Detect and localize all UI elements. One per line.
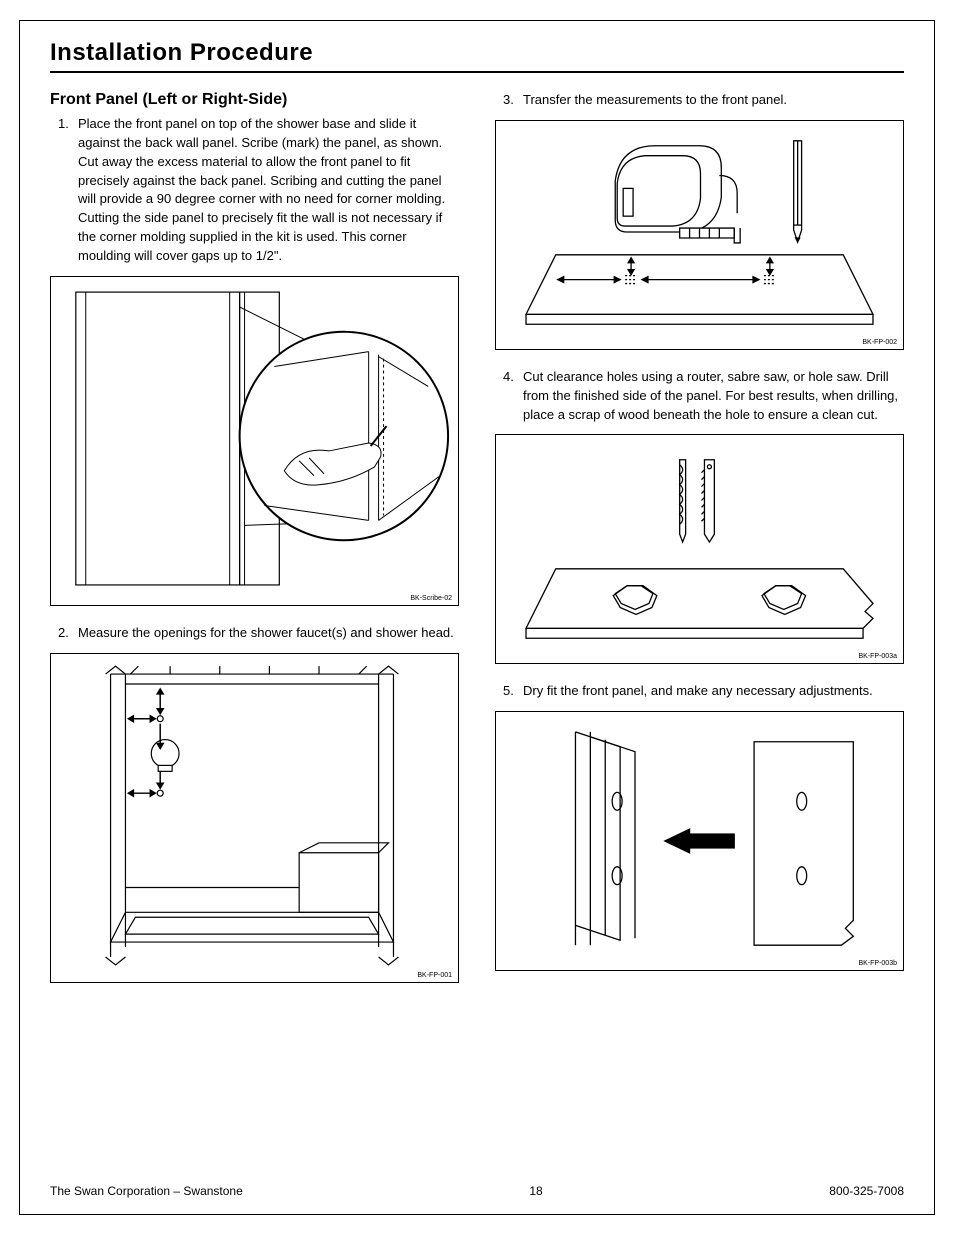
step-2: 2. Measure the openings for the shower f… xyxy=(50,624,459,643)
figure-measure-openings: BK-FP-001 xyxy=(50,653,459,983)
figure-scribe: BK-Scribe-02 xyxy=(50,276,459,606)
figure-label: BK-FP-003b xyxy=(858,960,897,967)
scribe-icon xyxy=(51,277,458,605)
step-text: Place the front panel on top of the show… xyxy=(78,115,459,266)
figure-label: BK-FP-003a xyxy=(858,653,897,660)
step-number: 3. xyxy=(495,91,523,110)
step-text: Cut clearance holes using a router, sabr… xyxy=(523,368,904,425)
step-5: 5. Dry fit the front panel, and make any… xyxy=(495,682,904,701)
step-number: 2. xyxy=(50,624,78,643)
right-column: 3. Transfer the measurements to the fron… xyxy=(495,91,904,1001)
footer-page-number: 18 xyxy=(529,1184,542,1198)
step-3: 3. Transfer the measurements to the fron… xyxy=(495,91,904,110)
step-number: 5. xyxy=(495,682,523,701)
step-text: Transfer the measurements to the front p… xyxy=(523,91,904,110)
figure-label: BK-FP-001 xyxy=(417,972,452,979)
step-1: 1. Place the front panel on top of the s… xyxy=(50,115,459,266)
footer-company: The Swan Corporation – Swanstone xyxy=(50,1184,243,1198)
section-subtitle: Front Panel (Left or Right-Side) xyxy=(50,91,459,109)
content-columns: Front Panel (Left or Right-Side) 1. Plac… xyxy=(50,91,904,1001)
enclosure-icon xyxy=(51,654,458,982)
footer-phone: 800-325-7008 xyxy=(829,1184,904,1198)
page-footer: The Swan Corporation – Swanstone 18 800-… xyxy=(50,1184,904,1198)
left-column: Front Panel (Left or Right-Side) 1. Plac… xyxy=(50,91,459,1001)
dry-fit-icon xyxy=(496,712,903,970)
figure-label: BK-FP-002 xyxy=(862,339,897,346)
page-title: Installation Procedure xyxy=(50,39,904,73)
step-text: Measure the openings for the shower fauc… xyxy=(78,624,459,643)
step-number: 4. xyxy=(495,368,523,425)
drill-cut-icon xyxy=(496,435,903,663)
figure-label: BK-Scribe-02 xyxy=(410,595,452,602)
tape-measure-icon xyxy=(496,121,903,349)
step-4: 4. Cut clearance holes using a router, s… xyxy=(495,368,904,425)
step-text: Dry fit the front panel, and make any ne… xyxy=(523,682,904,701)
figure-transfer-measure: BK-FP-002 xyxy=(495,120,904,350)
figure-dry-fit: BK-FP-003b xyxy=(495,711,904,971)
page-frame: Installation Procedure Front Panel (Left… xyxy=(19,20,935,1215)
figure-cut-holes: BK-FP-003a xyxy=(495,434,904,664)
step-number: 1. xyxy=(50,115,78,266)
